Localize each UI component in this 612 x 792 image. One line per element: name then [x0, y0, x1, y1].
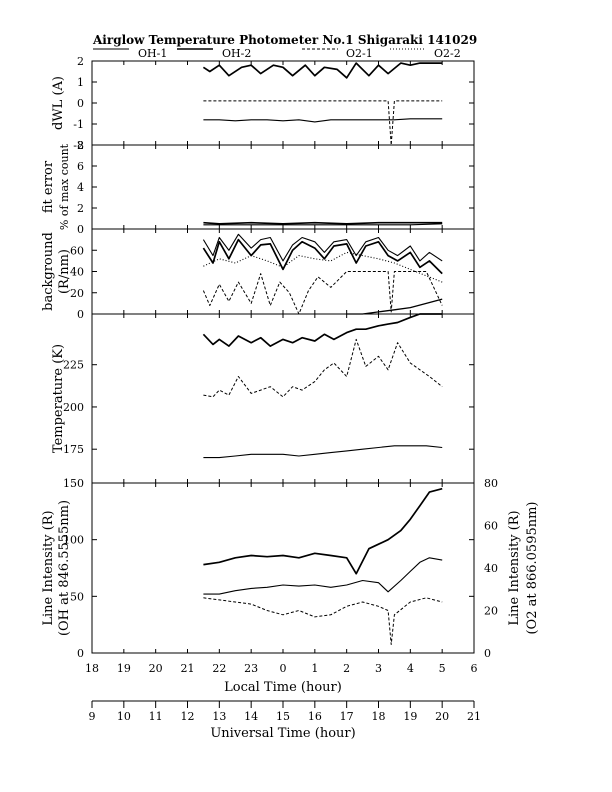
y-tick-label: 150 [63, 477, 84, 490]
legend: OH-1 OH-2 O2-1 O2-2 [93, 47, 461, 60]
series-line-oh-1 [203, 223, 443, 226]
y-axis-label: Temperature (K) [51, 344, 66, 453]
x-local-tick-label: 23 [244, 662, 258, 675]
series-line-o2-1 [203, 597, 443, 645]
y-tick-label: 1 [77, 76, 84, 89]
y-axis-label: Line Intensity (R) [41, 510, 56, 625]
x-local-tick-label: 3 [375, 662, 382, 675]
y-tick-label: 175 [63, 443, 84, 456]
x-local-tick-label: 0 [280, 662, 287, 675]
y-axis-label-2: % of max count [58, 143, 71, 230]
x-local-axis-label: Local Time (hour) [224, 680, 342, 695]
panel-dwl: 2 1 0 -1 -2 dWL (A) [51, 55, 475, 152]
x-ut-tick-label: 16 [308, 710, 322, 723]
series-line-trend [346, 298, 443, 315]
series-line-o2-1 [202, 271, 443, 315]
x-local-tick-label: 18 [85, 662, 99, 675]
series-line-oh-2 [202, 238, 443, 275]
y-axis-label: background [41, 232, 56, 311]
y-tick-label: 8 [77, 139, 84, 152]
x-ut-tick-label: 20 [435, 710, 449, 723]
series-line-o2-1 [203, 338, 443, 398]
y-right-tick-label: 0 [484, 647, 491, 660]
y-tick-label: 6 [77, 160, 84, 173]
y-axis-label: dWL (A) [51, 76, 66, 130]
series-line-oh-1 [203, 557, 443, 595]
series-line-oh-2 [202, 62, 443, 79]
x-ut-tick-label: 12 [181, 710, 195, 723]
y-tick-label: 2 [77, 55, 84, 68]
y-axis-label-2: (R/nm) [57, 249, 72, 294]
y-right-tick-label: 40 [484, 562, 498, 575]
y-axis-label: fit error [41, 160, 56, 213]
x-ut-tick-label: 19 [403, 710, 417, 723]
x-ut-tick-label: 14 [244, 710, 258, 723]
y-right-tick-label: 80 [484, 477, 498, 490]
y-right-tick-label: 20 [484, 605, 498, 618]
x-ut-tick-label: 10 [117, 710, 131, 723]
x-local-tick-label: 19 [117, 662, 131, 675]
x-ut-tick-label: 21 [467, 710, 481, 723]
y-tick-label: 0 [77, 308, 84, 321]
y-right-axis-label-2: (O2 at 866.0595nm) [525, 501, 540, 634]
series-line-oh-2 [203, 487, 443, 575]
y-tick-label: 2 [77, 202, 84, 215]
y-tick-label: 225 [63, 359, 84, 372]
x-local-tick-label: 21 [181, 662, 195, 675]
y-tick-label: 0 [77, 223, 84, 236]
series-line-oh-1 [203, 118, 443, 123]
x-ut-tick-label: 11 [149, 710, 163, 723]
y-tick-label: 100 [63, 534, 84, 547]
series-line-oh-2 [202, 313, 443, 347]
y-tick-label: -1 [73, 118, 84, 131]
y-tick-label: 0 [77, 97, 84, 110]
panel-fit-error: 8 6 4 2 0 fit error% of max count [41, 139, 475, 236]
panel-frame [91, 60, 475, 146]
legend-label-o2-1: O2-1 [346, 47, 373, 60]
x-ut-tick-label: 17 [340, 710, 354, 723]
x-ut-tick-label: 18 [372, 710, 386, 723]
y-tick-label: -2 [73, 139, 84, 152]
y-tick-label: 60 [70, 244, 84, 257]
y-tick-label: 200 [63, 401, 84, 414]
chart-title: Airglow Temperature Photometer No.1 Shig… [92, 33, 477, 47]
x-local-tick-label: 5 [439, 662, 446, 675]
series-line-o2-2 [203, 251, 443, 283]
x-local-tick-label: 22 [212, 662, 226, 675]
y-tick-label: 0 [77, 647, 84, 660]
x-ut-tick-label: 15 [276, 710, 290, 723]
x-ut-tick-label: 9 [89, 710, 96, 723]
legend-label-oh-2: OH-2 [222, 47, 251, 60]
x-local-tick-label: 4 [407, 662, 414, 675]
legend-label-oh-1: OH-1 [138, 47, 167, 60]
y-right-axis-label: Line Intensity (R) [507, 510, 522, 625]
x-local-tick-label: 2 [343, 662, 350, 675]
x-local-tick-label: 20 [149, 662, 163, 675]
y-tick-label: 40 [70, 266, 84, 279]
x-local-tick-label: 6 [471, 662, 478, 675]
x-local-tick-label: 1 [311, 662, 318, 675]
series-line-oh-1 [203, 445, 443, 459]
series-line-oh-1 [202, 233, 443, 262]
series-line-o2-1 [203, 100, 443, 146]
x-ut-axis-label: Universal Time (hour) [210, 726, 355, 741]
panel-frame [91, 482, 475, 654]
panel-background: 60 40 20 0 background (R/nm) [41, 228, 475, 321]
x-ut-tick-label: 13 [212, 710, 226, 723]
series-line-oh-2 [203, 221, 443, 225]
legend-label-o2-2: O2-2 [434, 47, 461, 60]
y-tick-label: 50 [70, 590, 84, 603]
y-tick-label: 4 [77, 181, 84, 194]
y-tick-label: 20 [70, 287, 84, 300]
panel-frame [91, 144, 475, 230]
y-right-tick-label: 60 [484, 520, 498, 533]
y-axis-label-2: (OH at 846.5555nm) [57, 500, 72, 636]
